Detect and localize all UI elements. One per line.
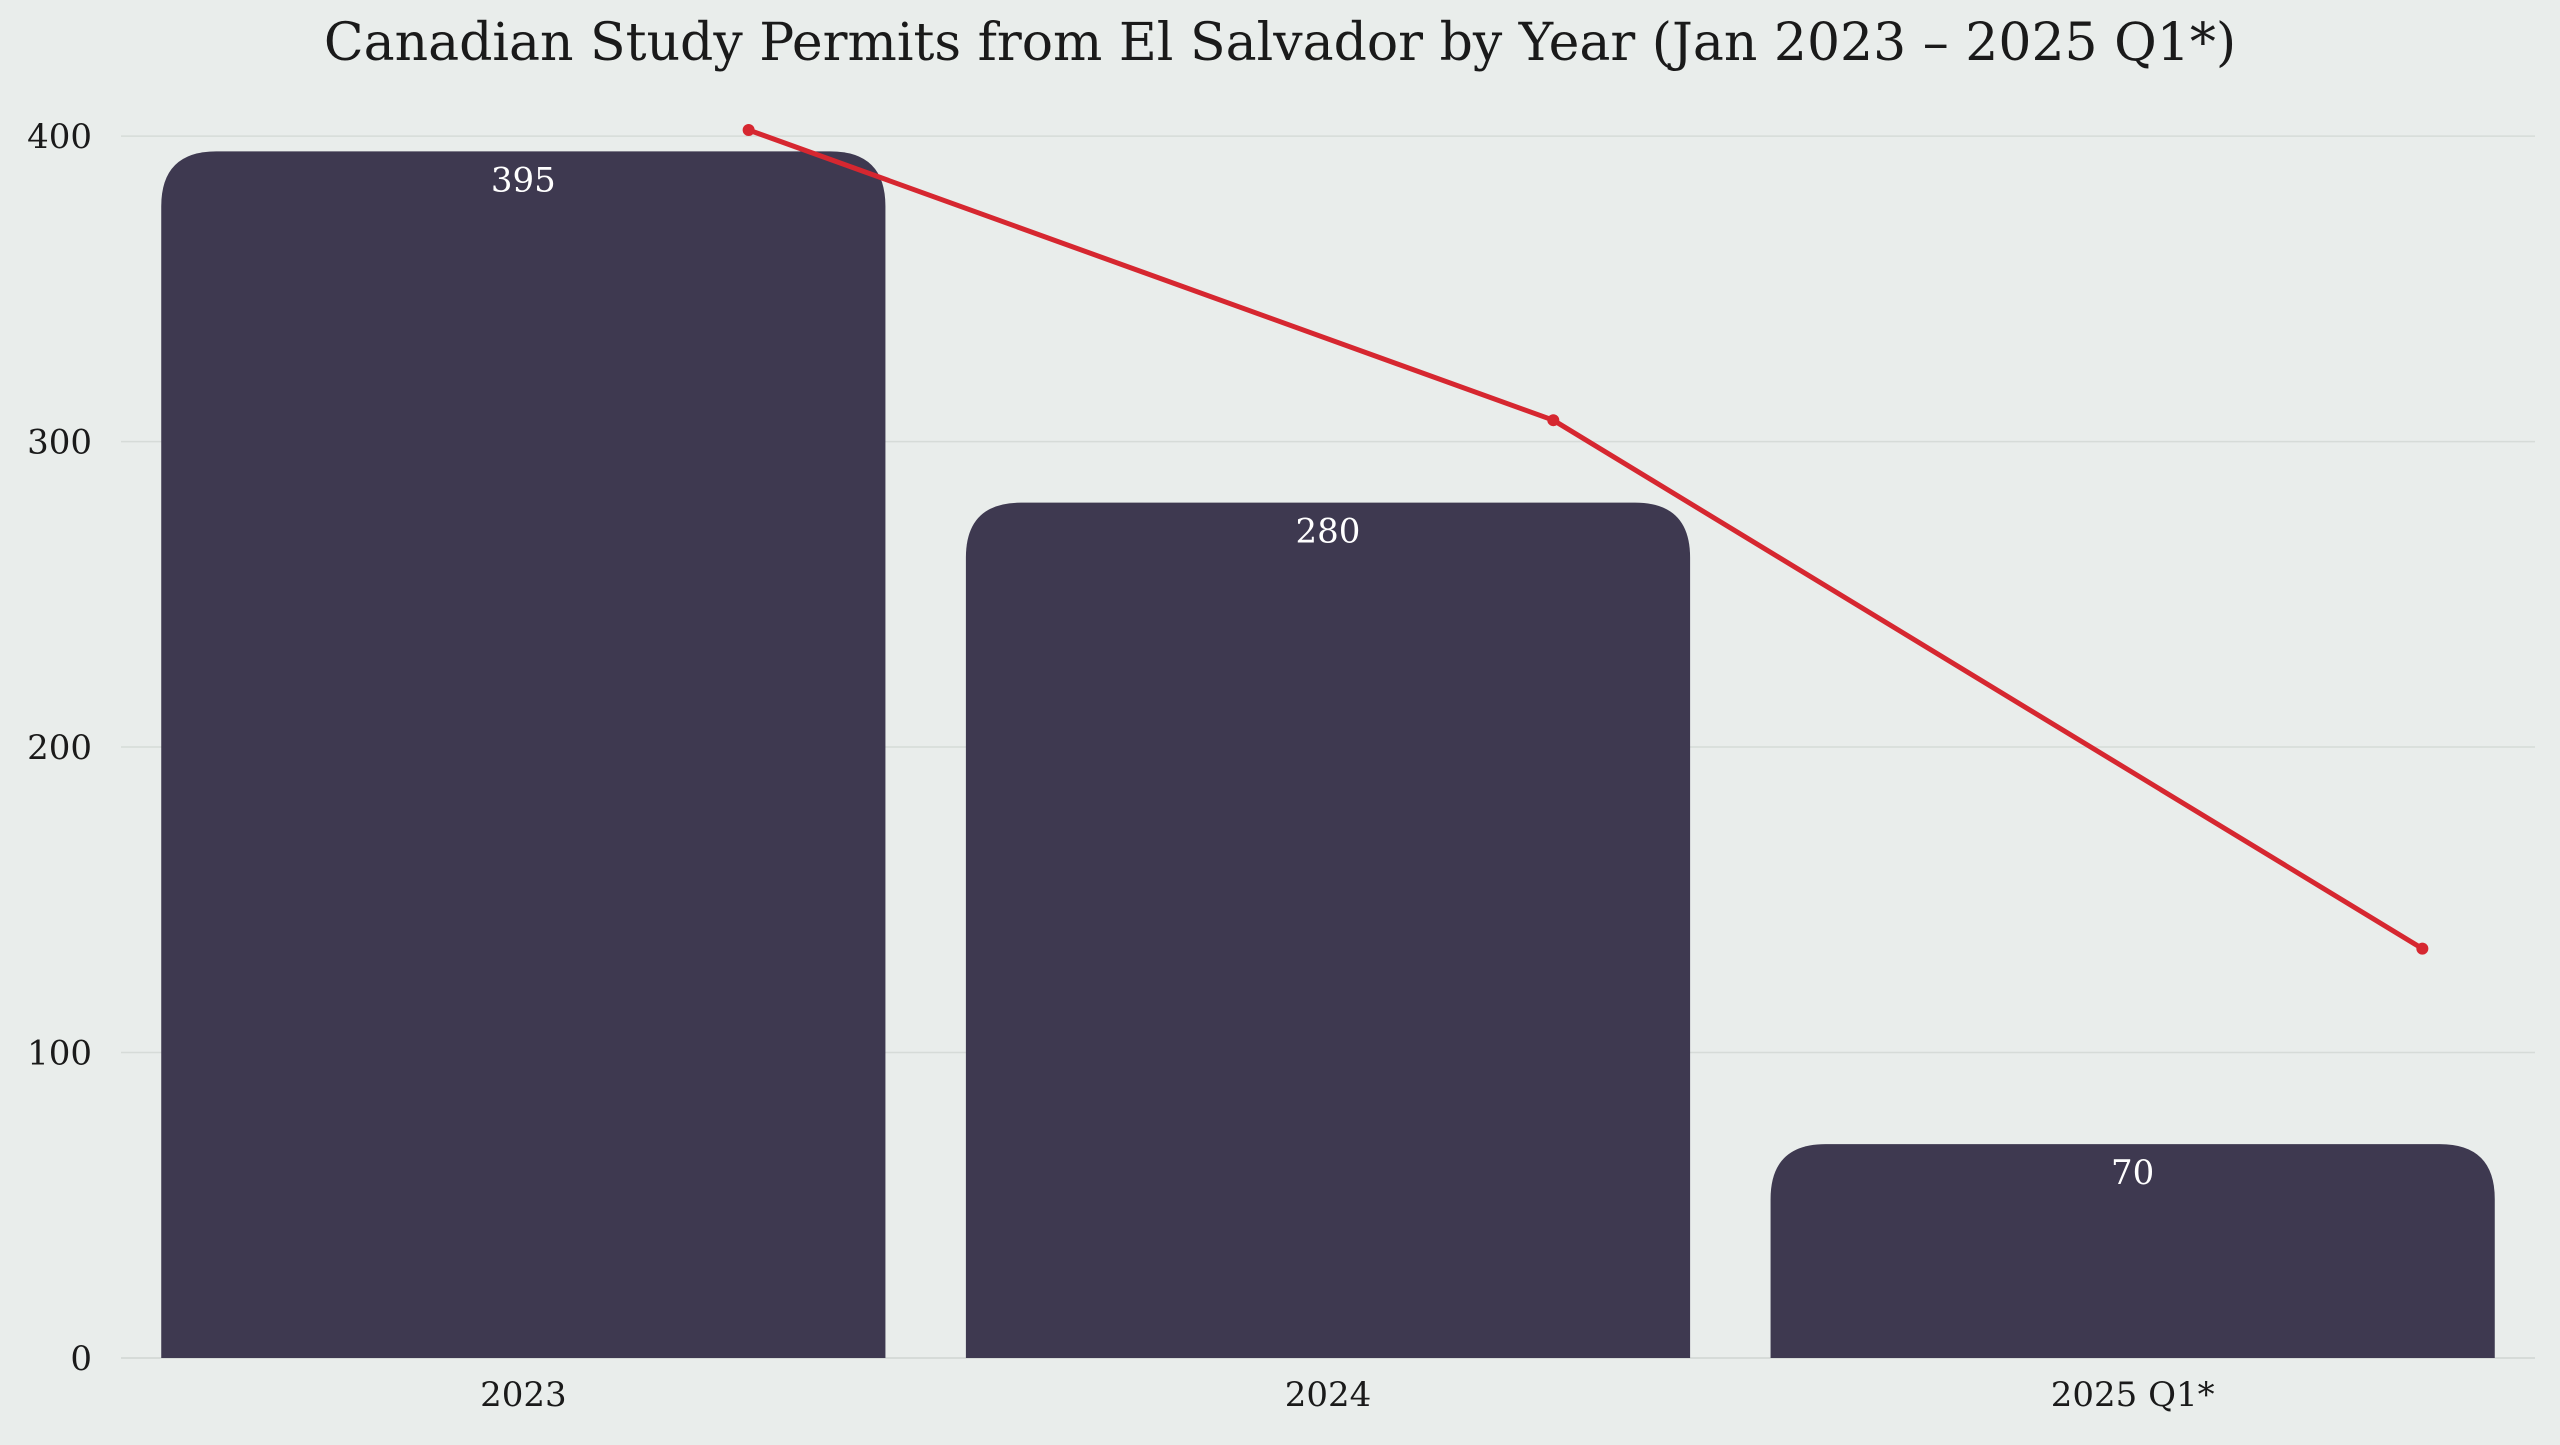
y-tick-label: 100: [27, 1034, 92, 1074]
y-axis-ticks: 0 100 200 300 400: [27, 117, 92, 1379]
trend-line-point: [2416, 942, 2429, 955]
y-tick-label: 300: [27, 423, 92, 463]
chart-title: Canadian Study Permits from El Salvador …: [324, 13, 2236, 73]
x-tick-label: 2025 Q1*: [2051, 1375, 2215, 1415]
bar: [1770, 1144, 2495, 1358]
x-tick-label: 2023: [480, 1375, 567, 1415]
bar-value-label: 70: [2111, 1153, 2154, 1193]
bar-value-label: 395: [491, 160, 556, 200]
trend-line-layer: [742, 123, 2429, 955]
trend-line-point: [1547, 414, 1560, 427]
bar: [965, 502, 1691, 1359]
y-tick-label: 400: [27, 117, 92, 157]
bar: [161, 151, 886, 1359]
trend-line-point: [742, 123, 755, 136]
x-axis-ticks: 2023 2024 2025 Q1*: [480, 1375, 2215, 1415]
y-tick-label: 200: [27, 728, 92, 768]
bars-layer: 395 280 70: [161, 151, 2495, 1359]
bar-value-label: 280: [1296, 512, 1361, 552]
x-tick-label: 2024: [1285, 1375, 1372, 1415]
y-tick-label: 0: [70, 1339, 92, 1379]
